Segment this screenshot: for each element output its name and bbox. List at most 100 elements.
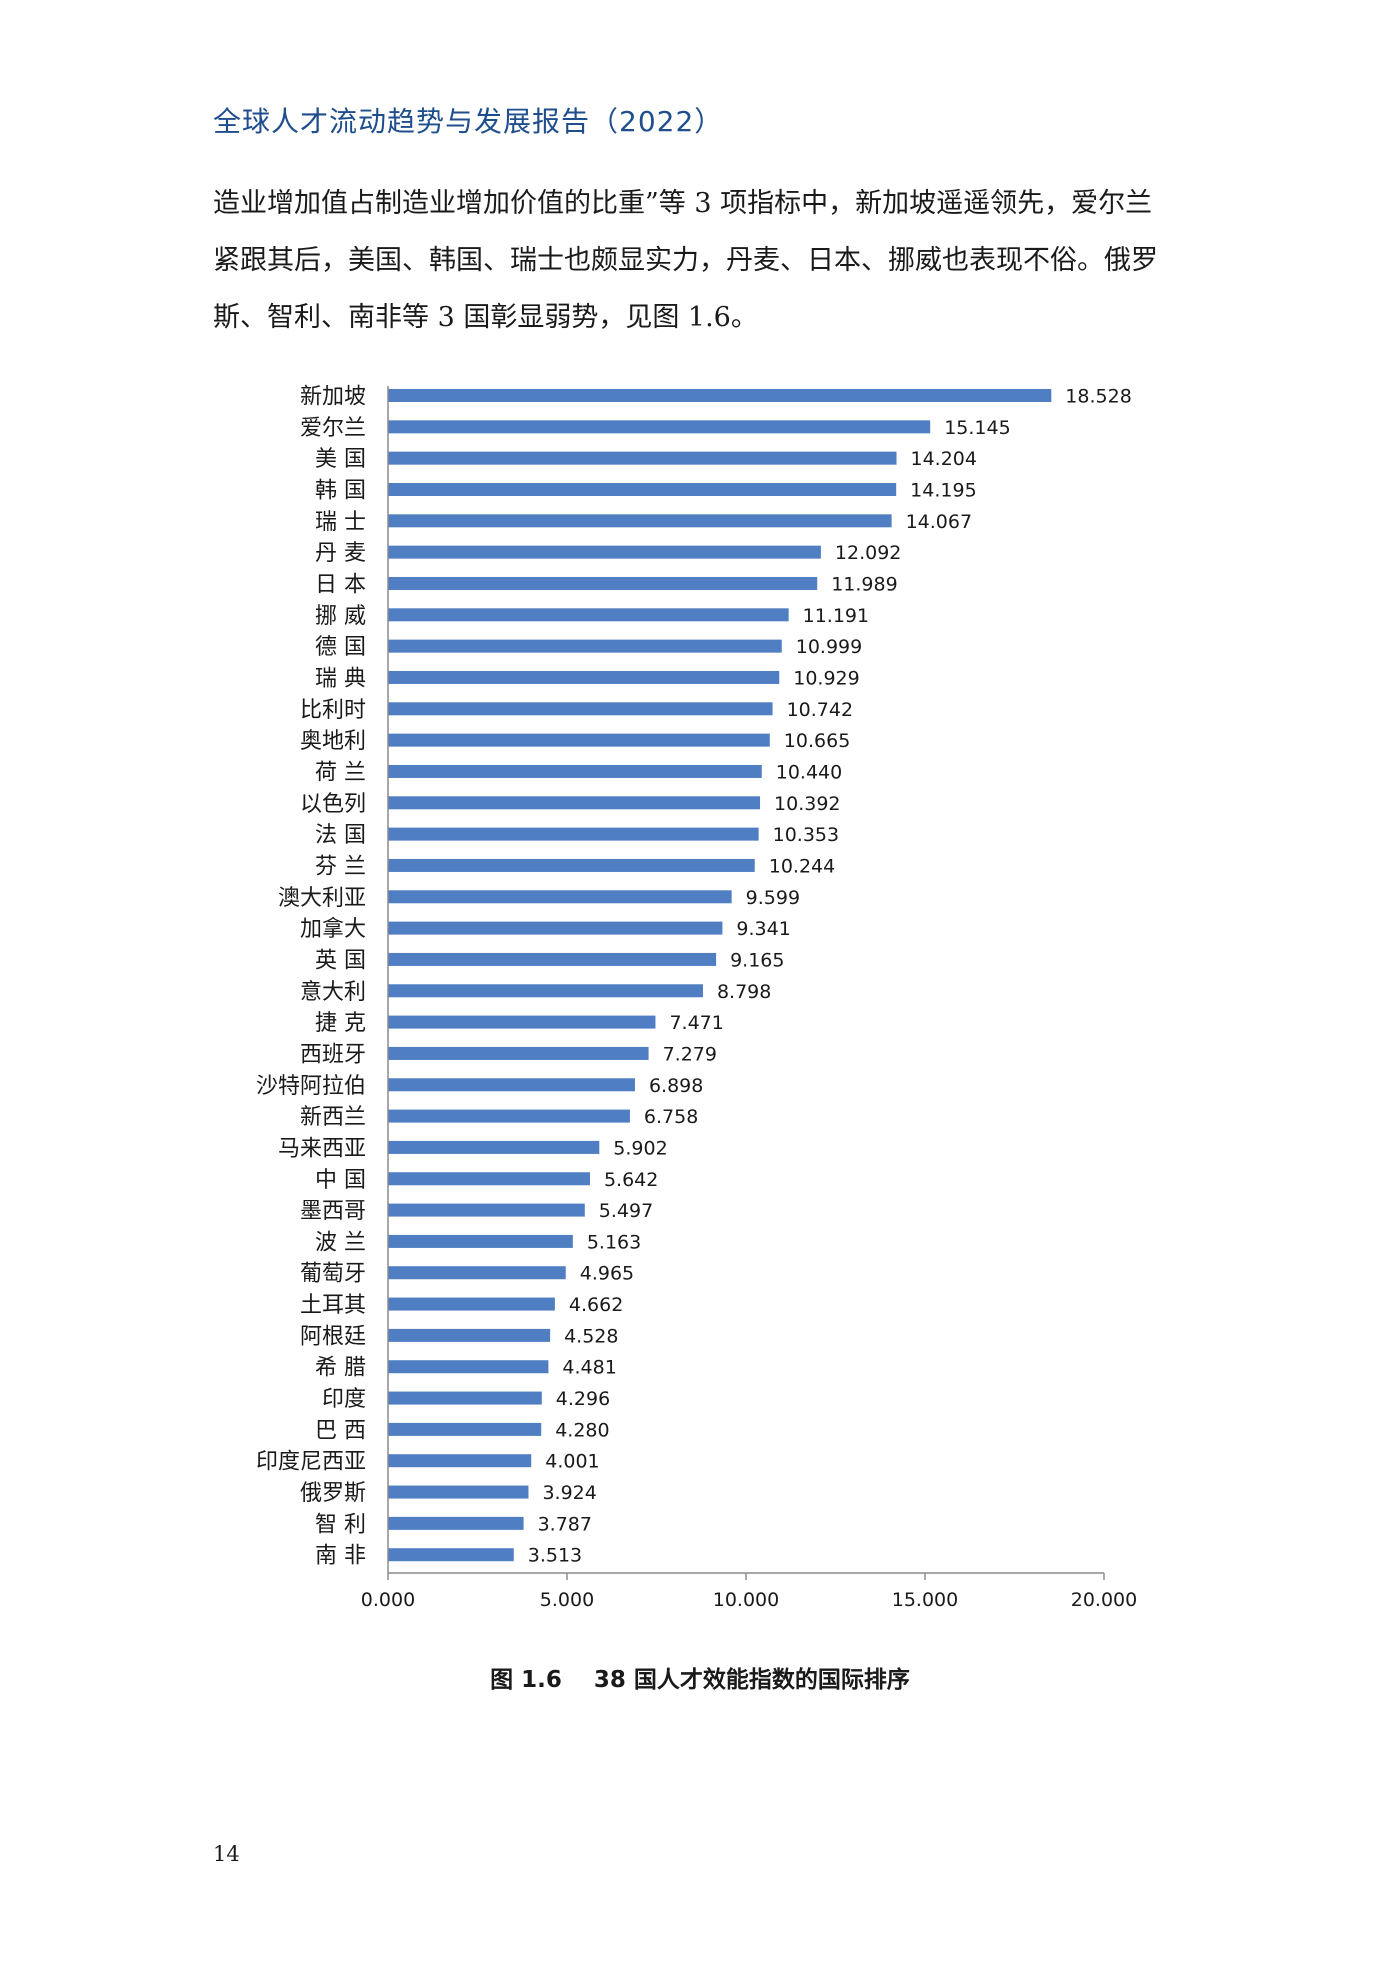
category-label: 加拿大 [300, 916, 366, 942]
bar [388, 1203, 585, 1217]
category-label: 日 本 [315, 572, 366, 597]
x-tick-label: 5.000 [540, 1589, 594, 1611]
bar [388, 1328, 551, 1342]
bar [388, 1046, 649, 1060]
category-label: 比利时 [300, 698, 366, 723]
data-label: 3.924 [542, 1482, 596, 1504]
category-label: 土耳其 [300, 1293, 366, 1318]
data-label: 10.665 [784, 730, 850, 752]
data-label: 7.279 [663, 1043, 717, 1065]
bar [388, 1360, 549, 1374]
bar [388, 1548, 514, 1562]
category-label: 墨西哥 [300, 1199, 366, 1224]
category-label: 葡萄牙 [300, 1262, 366, 1287]
category-label: 挪 威 [315, 604, 366, 629]
data-label: 10.440 [776, 761, 842, 783]
data-label: 18.528 [1065, 386, 1131, 408]
data-label: 12.092 [835, 542, 901, 564]
data-label: 9.599 [746, 887, 800, 909]
bar [388, 514, 892, 528]
data-label: 4.280 [555, 1419, 609, 1441]
bar [388, 1516, 524, 1530]
data-label: 5.642 [604, 1169, 658, 1191]
bar [388, 1266, 566, 1280]
bar [388, 545, 821, 559]
category-label: 阿根廷 [300, 1324, 366, 1349]
bar [388, 1391, 542, 1405]
bar [388, 1454, 532, 1468]
data-label: 10.999 [796, 636, 862, 658]
category-label: 美 国 [315, 447, 366, 472]
bar [388, 733, 770, 747]
bar [388, 420, 931, 434]
bar [388, 482, 897, 496]
category-label: 丹 麦 [315, 541, 366, 566]
category-label: 新西兰 [300, 1105, 366, 1130]
data-label: 3.513 [528, 1545, 582, 1567]
bar [388, 670, 780, 684]
page-number: 14 [213, 1842, 240, 1866]
category-label: 马来西亚 [278, 1136, 366, 1161]
bar [388, 952, 717, 966]
bar-chart: 新加坡 18.528 爱尔兰 15.145 美 国 14.204 韩 国 14.195 瑞 士 1… [256, 385, 1137, 1612]
category-label: 瑞 士 [315, 510, 366, 535]
category-label: 印度 [322, 1387, 366, 1412]
bar [388, 1234, 573, 1248]
category-label: 捷 克 [315, 1011, 366, 1036]
category-label: 韩 国 [315, 478, 366, 503]
data-label: 6.758 [644, 1106, 698, 1128]
bar [388, 1140, 600, 1154]
data-label: 14.195 [910, 479, 976, 501]
data-label: 15.145 [944, 417, 1010, 439]
data-label: 11.989 [831, 573, 897, 595]
data-label: 10.244 [769, 855, 835, 877]
category-label: 印度尼西亚 [256, 1450, 366, 1475]
data-label: 4.662 [569, 1294, 623, 1316]
data-label: 9.165 [730, 949, 784, 971]
bar [388, 1109, 630, 1123]
category-label: 瑞 典 [315, 666, 366, 691]
data-label: 5.902 [613, 1137, 667, 1159]
body-paragraph: 造业增加值占制造业增加价值的比重”等 3 项指标中，新加坡遥遥领先，爱尔兰 紧跟… [213, 175, 1203, 346]
caption-number: 图 1.6 [490, 1667, 562, 1693]
figure-caption: 图 1.6 38 国人才效能指数的国际排序 [0, 1660, 1400, 1694]
category-label: 以色列 [300, 792, 366, 817]
body-line: 斯、智利、南非等 3 国彰显弱势，见图 1.6。 [213, 302, 758, 333]
data-label: 10.392 [774, 793, 840, 815]
category-label: 意大利 [300, 980, 366, 1005]
category-label: 荷 兰 [315, 760, 366, 785]
data-label: 10.353 [773, 824, 839, 846]
bar [388, 702, 773, 716]
data-label: 14.204 [911, 448, 977, 470]
bar [388, 890, 732, 904]
bar [388, 984, 703, 998]
category-label: 智 利 [315, 1512, 366, 1537]
category-label: 芬 兰 [315, 854, 366, 879]
category-label: 南 非 [315, 1544, 366, 1569]
bar [388, 576, 818, 590]
bar [388, 1422, 542, 1436]
category-label: 沙特阿拉伯 [256, 1074, 366, 1099]
bar [388, 389, 1052, 402]
data-label: 14.067 [906, 511, 972, 533]
bar [388, 1485, 529, 1499]
data-label: 5.497 [599, 1200, 653, 1222]
bar [388, 1297, 555, 1311]
data-label: 11.191 [803, 605, 869, 627]
category-label: 爱尔兰 [300, 416, 366, 441]
category-label: 新加坡 [300, 385, 366, 410]
data-label: 4.481 [562, 1357, 616, 1379]
x-tick-label: 20.000 [1071, 1589, 1137, 1611]
data-label: 3.787 [538, 1513, 592, 1535]
bar [388, 827, 759, 841]
bar [388, 1078, 635, 1092]
data-label: 6.898 [649, 1075, 703, 1097]
bar [388, 451, 897, 465]
category-label: 西班牙 [300, 1042, 366, 1067]
bar [388, 639, 782, 653]
category-label: 波 兰 [315, 1230, 366, 1255]
data-label: 4.528 [564, 1325, 618, 1347]
category-label: 澳大利亚 [278, 886, 366, 911]
data-label: 4.965 [580, 1263, 634, 1285]
x-tick-label: 0.000 [361, 1589, 415, 1611]
